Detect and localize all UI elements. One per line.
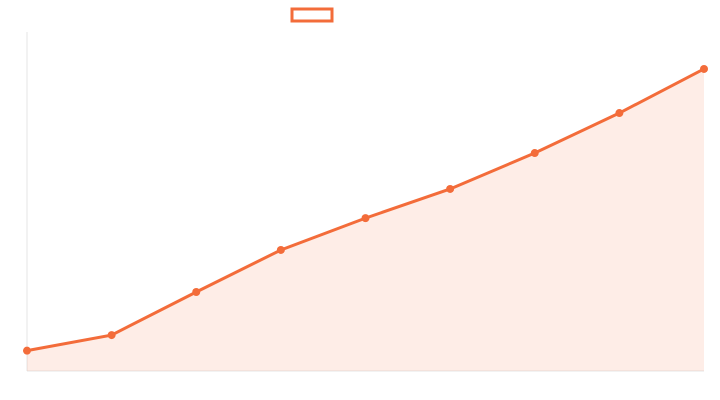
point[interactable] (446, 184, 455, 193)
legend-swatch[interactable] (290, 7, 334, 23)
point[interactable] (23, 346, 31, 355)
point[interactable] (615, 109, 624, 118)
point[interactable] (276, 245, 285, 254)
point[interactable] (530, 149, 539, 158)
point[interactable] (107, 331, 116, 340)
point[interactable] (700, 64, 708, 73)
point[interactable] (192, 288, 201, 297)
point[interactable] (361, 214, 370, 223)
